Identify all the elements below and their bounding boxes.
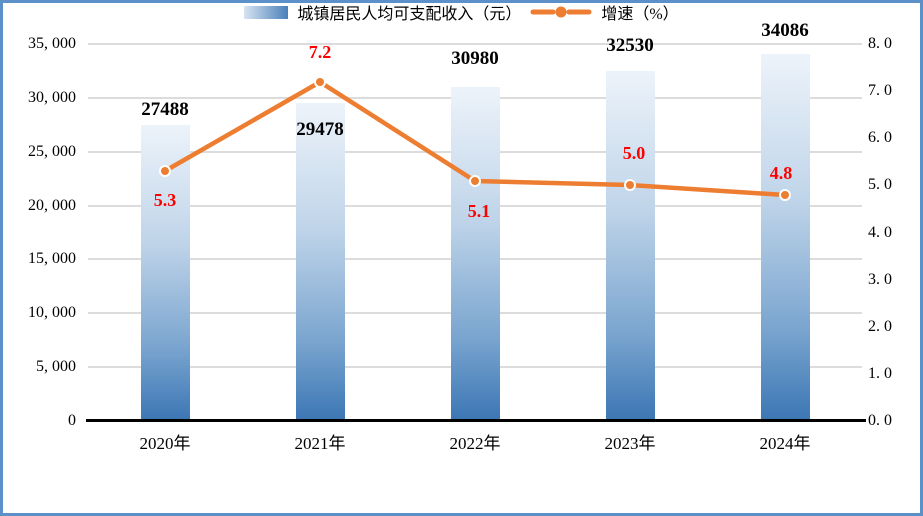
income-value-label: 34086 [761,20,809,41]
left-axis-tick-label: 5, 000 [36,358,76,375]
growth-value-label: 7.2 [308,42,332,62]
legend-line-marker-icon [530,6,592,18]
growth-point-marker [314,76,326,88]
left-axis-tick-label: 10, 000 [28,304,76,321]
income-bar [451,87,500,421]
growth-point-marker [779,189,791,201]
left-axis-tick-label: 20, 000 [28,197,76,214]
left-axis-tick-label: 15, 000 [28,250,76,267]
growth-value-label: 5.0 [622,143,646,163]
x-axis-line [86,419,866,422]
x-axis-category-label: 2024年 [759,434,811,453]
growth-value-label: 4.8 [769,163,793,183]
income-value-label: 29478 [296,119,344,140]
legend-bar-swatch-icon [244,5,289,19]
income-value-label: 30980 [451,48,499,69]
growth-value-label: 5.3 [153,190,177,210]
x-axis-category-label: 2023年 [604,434,656,453]
left-axis-tick-label: 0 [68,412,76,429]
right-axis-tick-label: 6. 0 [868,129,892,146]
right-axis-tick-label: 7. 0 [868,82,892,99]
left-axis-tick-label: 30, 000 [28,89,76,106]
growth-value-label: 5.1 [467,201,491,221]
left-axis-tick-label: 25, 000 [28,143,76,160]
growth-point-marker [469,175,481,187]
right-axis-tick-label: 5. 0 [868,176,892,193]
right-axis-tick-label: 2. 0 [868,318,892,335]
income-bar [606,71,655,421]
growth-point-marker [159,165,171,177]
right-axis-tick-label: 8. 0 [868,35,892,52]
x-axis-category-label: 2021年 [294,434,346,453]
right-axis-tick-label: 0. 0 [868,412,892,429]
left-axis-tick-label: 35, 000 [28,35,76,52]
gridline [88,43,862,45]
income-bar [296,103,345,421]
income-value-label: 32530 [606,35,654,56]
right-axis-tick-label: 1. 0 [868,365,892,382]
income-bar [761,54,810,421]
legend-bar-label: 城镇居民人均可支配收入（元） [297,6,522,23]
x-axis-category-label: 2020年 [139,434,191,453]
right-axis-tick-label: 4. 0 [868,224,892,241]
income-value-label: 27488 [141,99,189,120]
legend: 城镇居民人均可支配收入（元） 增速（%） [3,3,920,24]
right-axis-tick-label: 3. 0 [868,271,892,288]
growth-point-marker [624,179,636,191]
x-axis-category-label: 2022年 [449,434,501,453]
legend-line-label: 增速（%） [601,6,679,23]
